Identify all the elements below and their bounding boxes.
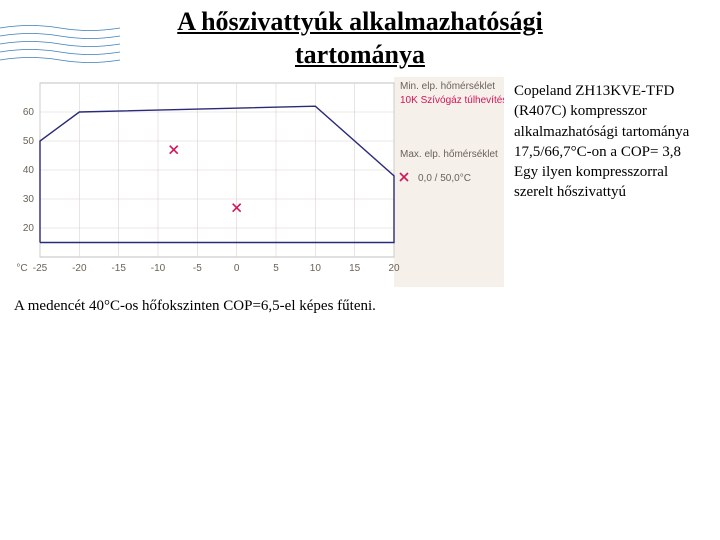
title-line-2: tartománya bbox=[295, 40, 425, 69]
side-description: Copeland ZH13KVE-TFD (R407C) kompresszor… bbox=[514, 77, 708, 292]
svg-text:-10: -10 bbox=[151, 263, 166, 274]
svg-text:-20: -20 bbox=[72, 263, 87, 274]
svg-text:10K Szívógáz túlhevítés: 10K Szívógáz túlhevítés bbox=[400, 95, 504, 106]
svg-text:30: 30 bbox=[23, 194, 35, 205]
svg-text:0: 0 bbox=[234, 263, 240, 274]
svg-text:-15: -15 bbox=[111, 263, 126, 274]
svg-text:Min. elp. hőmérséklet: Min. elp. hőmérséklet bbox=[400, 81, 495, 92]
svg-text:15: 15 bbox=[349, 263, 361, 274]
svg-text:20: 20 bbox=[388, 263, 400, 274]
svg-text:60: 60 bbox=[23, 107, 35, 118]
svg-text:10: 10 bbox=[310, 263, 322, 274]
svg-text:50: 50 bbox=[23, 136, 35, 147]
svg-text:40: 40 bbox=[23, 165, 35, 176]
title-line-1: A hőszivattyúk alkalmazhatósági bbox=[177, 7, 543, 36]
svg-text:-25: -25 bbox=[33, 263, 48, 274]
svg-text:0,0 / 50,0°C: 0,0 / 50,0°C bbox=[418, 173, 471, 184]
svg-text:°C: °C bbox=[16, 263, 27, 274]
envelope-chart: -25 -20 -15 -10 -5 0 5 10 15 20 20 30 40 50 60 °C Min. … bbox=[4, 77, 504, 287]
page-title: A hőszivattyúk alkalmazhatósági tartomán… bbox=[0, 6, 720, 71]
svg-text:5: 5 bbox=[273, 263, 279, 274]
bottom-caption: A medencét 40°C-os hőfokszinten COP=6,5-… bbox=[0, 292, 720, 315]
svg-text:20: 20 bbox=[23, 223, 35, 234]
svg-text:Max. elp. hőmérséklet: Max. elp. hőmérséklet bbox=[400, 149, 498, 160]
svg-text:-5: -5 bbox=[193, 263, 202, 274]
chart-panel: -25 -20 -15 -10 -5 0 5 10 15 20 20 30 40 50 60 °C Min. … bbox=[4, 77, 504, 292]
